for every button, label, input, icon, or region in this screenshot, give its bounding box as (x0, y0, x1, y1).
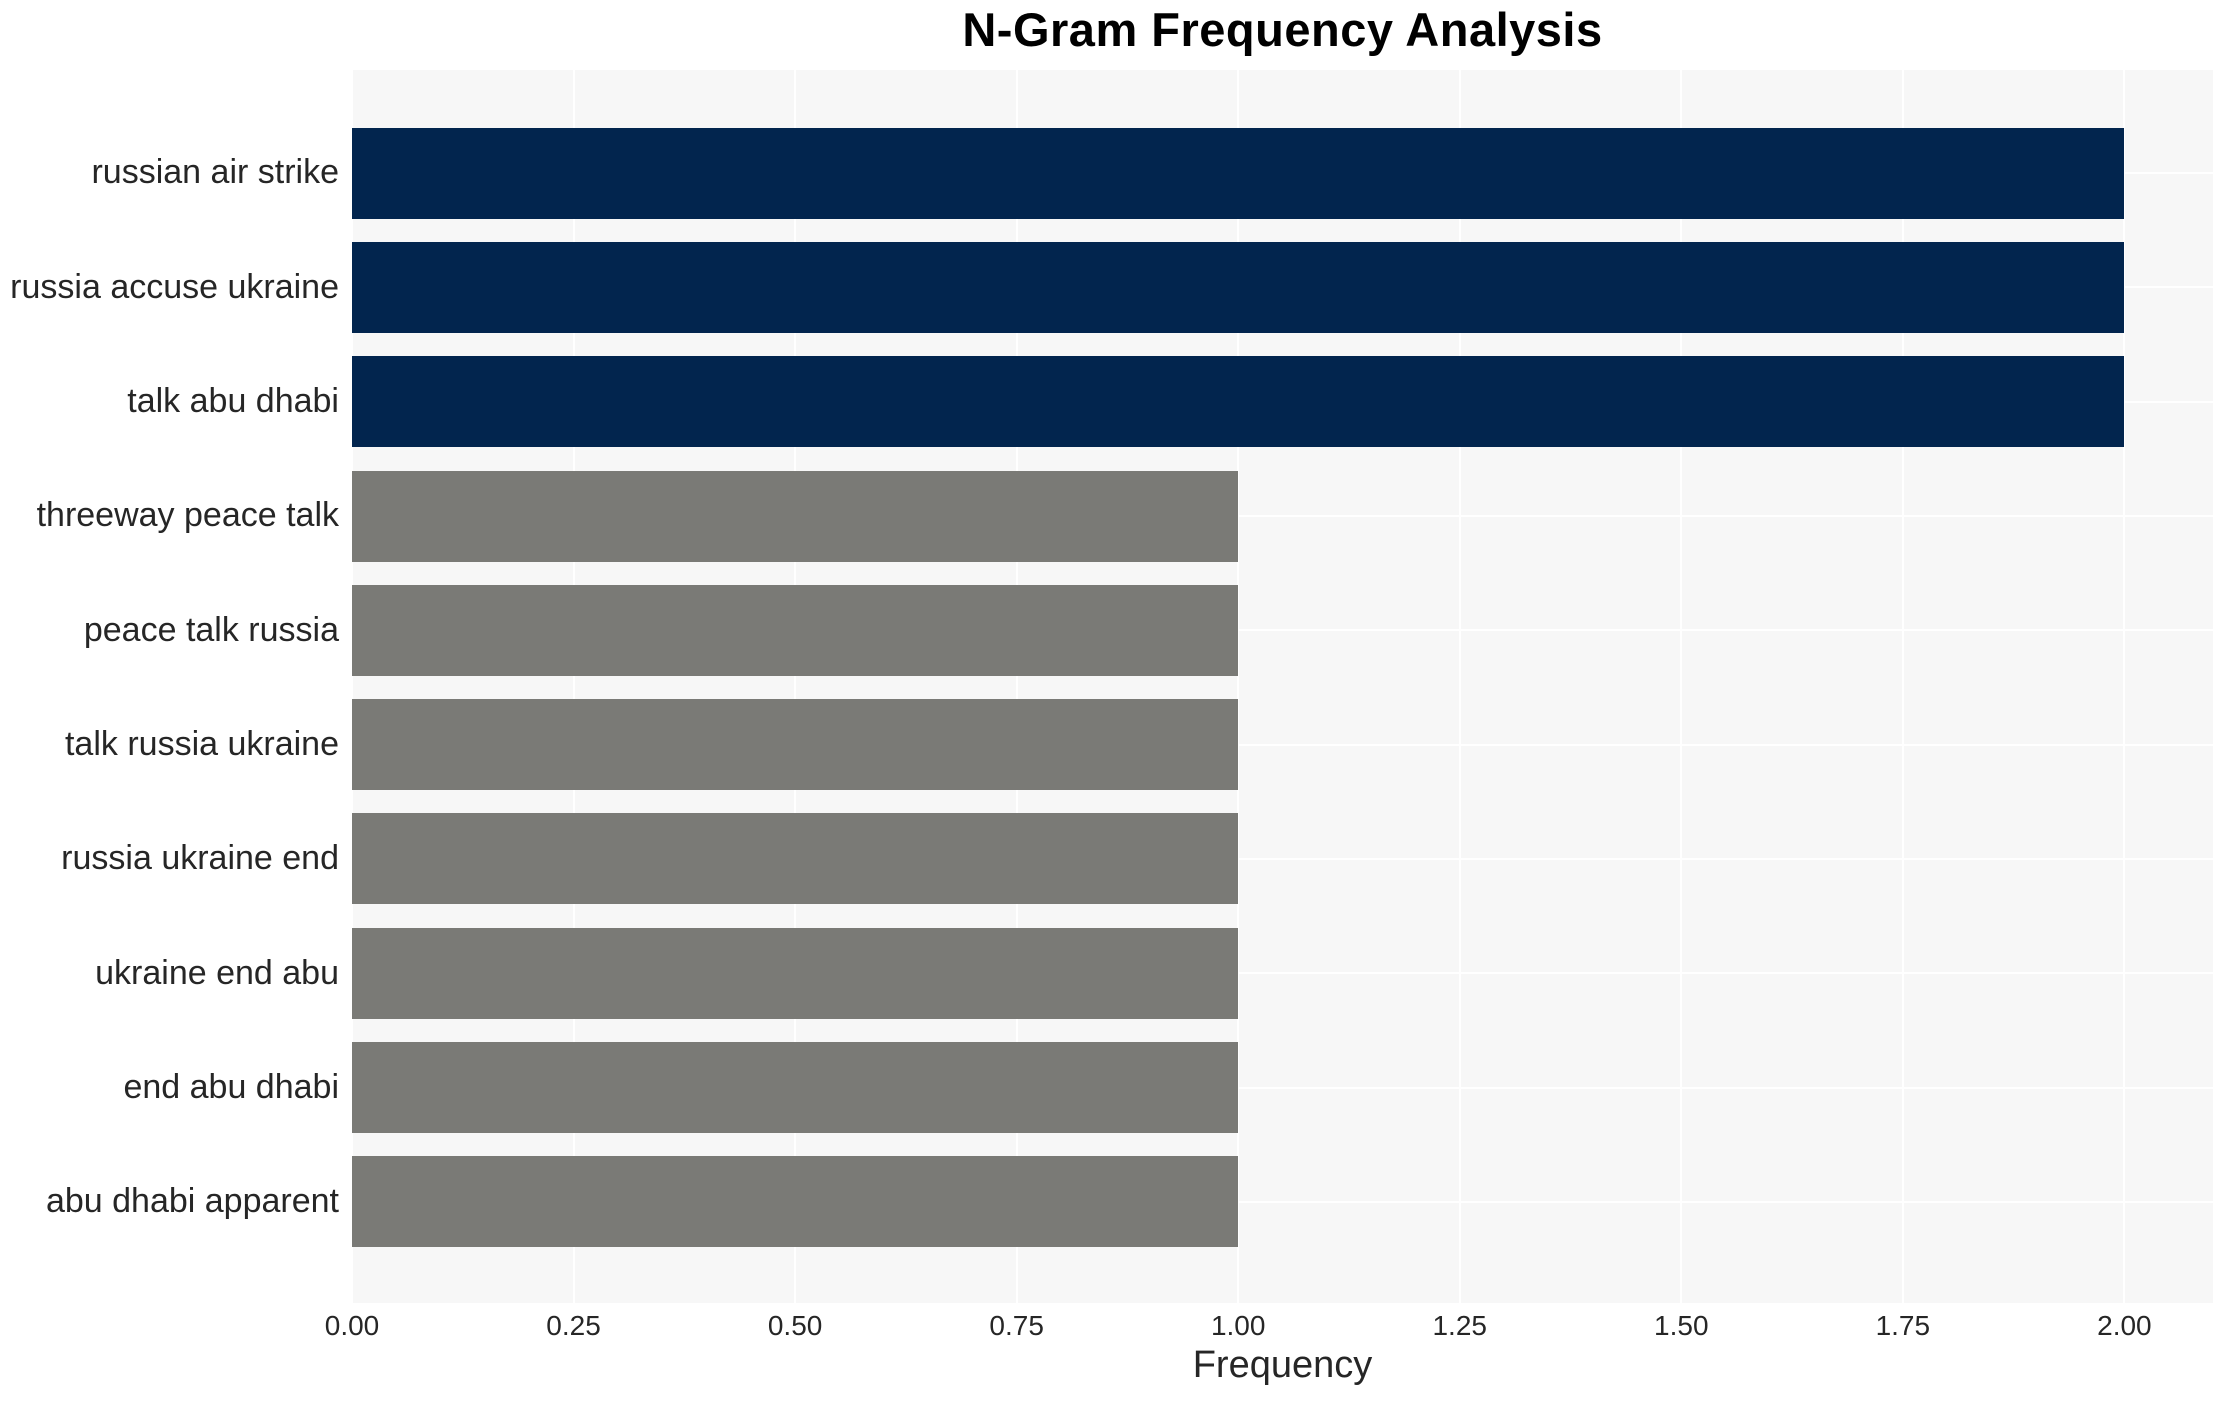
x-tick-label: 1.50 (1654, 1310, 1709, 1341)
bar-row: abu dhabi apparent (0, 1145, 2213, 1259)
x-gridline-0.75 (1015, 70, 1018, 1303)
bar-track (352, 230, 2213, 344)
x-tick-label: 0.00 (324, 1310, 380, 1341)
y-axis-category-label: end abu dhabi (123, 1067, 339, 1106)
y-gridline (352, 515, 2213, 518)
y-gridline (352, 629, 2213, 632)
x-tick-label: 0.75 (989, 1310, 1044, 1341)
x-axis-label: Frequency (1192, 1344, 1373, 1386)
bar-row: end abu dhabi (0, 1030, 2213, 1144)
x-gridline-1.75 (1901, 70, 1904, 1303)
x-gridline-1.50 (1680, 70, 1683, 1303)
bar-rows: russian air strike russia accuse ukraine t… (0, 70, 2213, 1303)
bar-track (352, 916, 2213, 1030)
bar-row: talk russia ukraine (0, 687, 2213, 801)
y-axis-category-label: talk abu dhabi (127, 382, 339, 421)
bar-row: threeway peace talk (0, 459, 2213, 573)
y-gridline (352, 857, 2213, 860)
bar-row: russian air strike (0, 116, 2213, 230)
bar (352, 127, 2125, 219)
bar-row: russia accuse ukraine (0, 230, 2213, 344)
y-axis-category-label: russian air strike (91, 153, 339, 192)
y-gridline (352, 1200, 2213, 1203)
bar-track (352, 459, 2213, 573)
y-axis-category-label: ukraine end abu (95, 953, 339, 992)
x-axis-ticks: 0.00 0.25 0.50 0.75 1.00 1.25 1.50 1.75 2.00 (0, 1310, 2231, 1350)
bar (352, 1156, 1239, 1248)
chart-title: N-Gram Frequency Analysis (962, 3, 1603, 56)
x-gridline-0.25 (572, 70, 575, 1303)
x-tick-label: 1.00 (1210, 1310, 1266, 1341)
bar-row: talk abu dhabi (0, 345, 2213, 459)
bar-track (352, 1030, 2213, 1144)
y-axis-category-label: peace talk russia (83, 610, 339, 649)
y-axis-category-label: threeway peace talk (36, 496, 339, 535)
x-gridline-0.00 (351, 70, 353, 1303)
y-gridline (352, 743, 2213, 746)
y-gridline (352, 972, 2213, 975)
bar (352, 356, 2125, 448)
bar (352, 1042, 1239, 1134)
bar (352, 241, 2125, 333)
bar (352, 927, 1239, 1019)
bar (352, 699, 1239, 791)
bar-track (352, 802, 2213, 916)
bar (352, 584, 1239, 676)
y-axis-category-label: russia accuse ukraine (10, 267, 339, 306)
y-axis-category-label: russia ukraine end (61, 839, 339, 878)
bar-track (352, 1145, 2213, 1259)
bar-row: ukraine end abu (0, 916, 2213, 1030)
bar (352, 813, 1239, 905)
x-gridline-1.00 (1237, 70, 1240, 1303)
x-tick-label: 0.25 (546, 1310, 601, 1341)
bar-track (352, 116, 2213, 230)
x-tick-label: 1.75 (1875, 1310, 1931, 1341)
bar-track (352, 687, 2213, 801)
x-tick-label: 2.00 (2097, 1310, 2152, 1341)
y-gridline (352, 1086, 2213, 1089)
x-tick-label: 1.25 (1432, 1310, 1487, 1341)
bar-row: russia ukraine end (0, 802, 2213, 916)
x-tick-label: 0.50 (767, 1310, 823, 1341)
y-axis-category-label: abu dhabi apparent (45, 1182, 339, 1221)
bar-row: peace talk russia (0, 573, 2213, 687)
x-gridline-2.00 (2123, 70, 2126, 1303)
x-gridline-0.50 (794, 70, 797, 1303)
y-axis-category-label: talk russia ukraine (64, 724, 339, 763)
x-gridline-1.25 (1458, 70, 1461, 1303)
bar-track (352, 345, 2213, 459)
bar (352, 470, 1239, 562)
bar-track (352, 573, 2213, 687)
